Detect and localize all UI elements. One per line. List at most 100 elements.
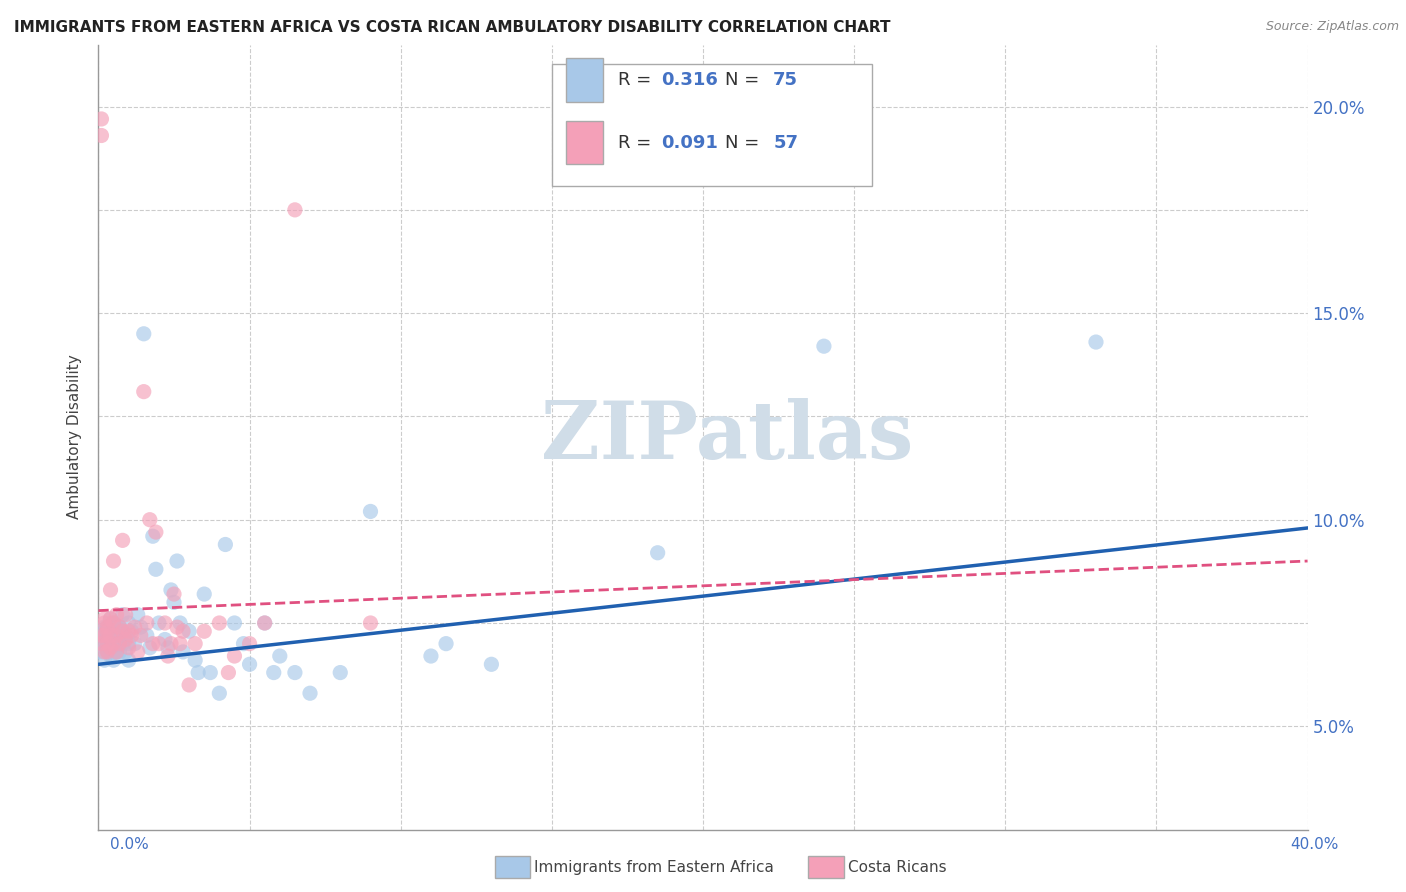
Point	[90, 628, 112, 642]
Text: 0.091: 0.091	[661, 134, 717, 152]
Point	[100, 648, 122, 663]
Point	[139, 640, 162, 655]
Point	[124, 620, 146, 634]
Point	[114, 607, 136, 622]
Point	[96, 637, 118, 651]
Point	[647, 546, 669, 560]
Text: 57: 57	[773, 134, 799, 152]
Point	[96, 624, 118, 639]
Point	[103, 615, 125, 630]
Point	[263, 665, 285, 680]
Point	[329, 665, 352, 680]
Point	[132, 326, 155, 341]
Point	[108, 632, 131, 647]
Point	[148, 637, 170, 651]
Point	[121, 628, 143, 642]
Point	[145, 525, 167, 540]
Point	[105, 645, 128, 659]
Point	[148, 615, 170, 630]
Point	[103, 554, 125, 568]
Point	[160, 637, 183, 651]
Point	[284, 665, 307, 680]
Point	[253, 615, 276, 630]
Point	[105, 628, 128, 642]
Point	[111, 637, 134, 651]
Text: Source: ZipAtlas.com: Source: ZipAtlas.com	[1265, 20, 1399, 33]
Point	[142, 529, 165, 543]
Point	[93, 615, 115, 630]
Point	[103, 637, 125, 651]
Point	[105, 607, 128, 622]
Point	[360, 504, 382, 518]
Point	[100, 640, 122, 655]
Point	[121, 624, 143, 639]
Point	[111, 624, 134, 639]
Point	[129, 620, 152, 634]
Point	[184, 637, 207, 651]
Point	[108, 645, 131, 659]
Point	[93, 612, 115, 626]
Point	[200, 665, 222, 680]
Point	[96, 645, 118, 659]
Point	[111, 607, 134, 622]
Point	[224, 615, 246, 630]
Point	[153, 615, 176, 630]
Point	[90, 112, 112, 126]
Point	[239, 657, 262, 672]
Point	[239, 637, 262, 651]
Point	[118, 637, 141, 651]
FancyBboxPatch shape	[551, 64, 872, 186]
Point	[105, 628, 128, 642]
Point	[118, 624, 141, 639]
Point	[217, 665, 239, 680]
FancyBboxPatch shape	[567, 58, 603, 102]
Point	[156, 640, 179, 655]
Text: 0.0%: 0.0%	[110, 838, 149, 852]
Point	[118, 615, 141, 630]
Point	[103, 653, 125, 667]
Point	[813, 339, 835, 353]
Point	[96, 645, 118, 659]
Point	[100, 612, 122, 626]
Text: N =: N =	[724, 134, 765, 152]
Point	[114, 632, 136, 647]
Point	[163, 595, 186, 609]
Point	[90, 624, 112, 639]
Text: IMMIGRANTS FROM EASTERN AFRICA VS COSTA RICAN AMBULATORY DISABILITY CORRELATION : IMMIGRANTS FROM EASTERN AFRICA VS COSTA …	[14, 20, 890, 35]
Point	[93, 628, 115, 642]
Point	[108, 620, 131, 634]
Point	[269, 648, 291, 663]
Point	[193, 624, 215, 639]
Point	[179, 624, 201, 639]
Point	[166, 620, 188, 634]
Point	[90, 128, 112, 143]
Point	[96, 620, 118, 634]
Point	[129, 628, 152, 642]
Point	[118, 653, 141, 667]
Point	[253, 615, 276, 630]
Point	[93, 640, 115, 655]
Point	[93, 645, 115, 659]
Point	[118, 640, 141, 655]
Point	[160, 582, 183, 597]
Point	[135, 615, 157, 630]
Point	[139, 513, 162, 527]
Point	[208, 615, 231, 630]
Point	[100, 582, 122, 597]
Point	[93, 620, 115, 634]
Point	[100, 612, 122, 626]
Point	[179, 678, 201, 692]
Text: ZIPatlas: ZIPatlas	[541, 398, 914, 476]
Point	[172, 624, 194, 639]
Point	[96, 620, 118, 634]
Point	[114, 628, 136, 642]
Point	[103, 632, 125, 647]
Point	[481, 657, 503, 672]
Point	[127, 607, 149, 622]
Point	[96, 637, 118, 651]
Point	[90, 637, 112, 651]
Point	[163, 587, 186, 601]
Text: R =: R =	[619, 134, 658, 152]
Point	[93, 653, 115, 667]
Y-axis label: Ambulatory Disability: Ambulatory Disability	[67, 355, 83, 519]
